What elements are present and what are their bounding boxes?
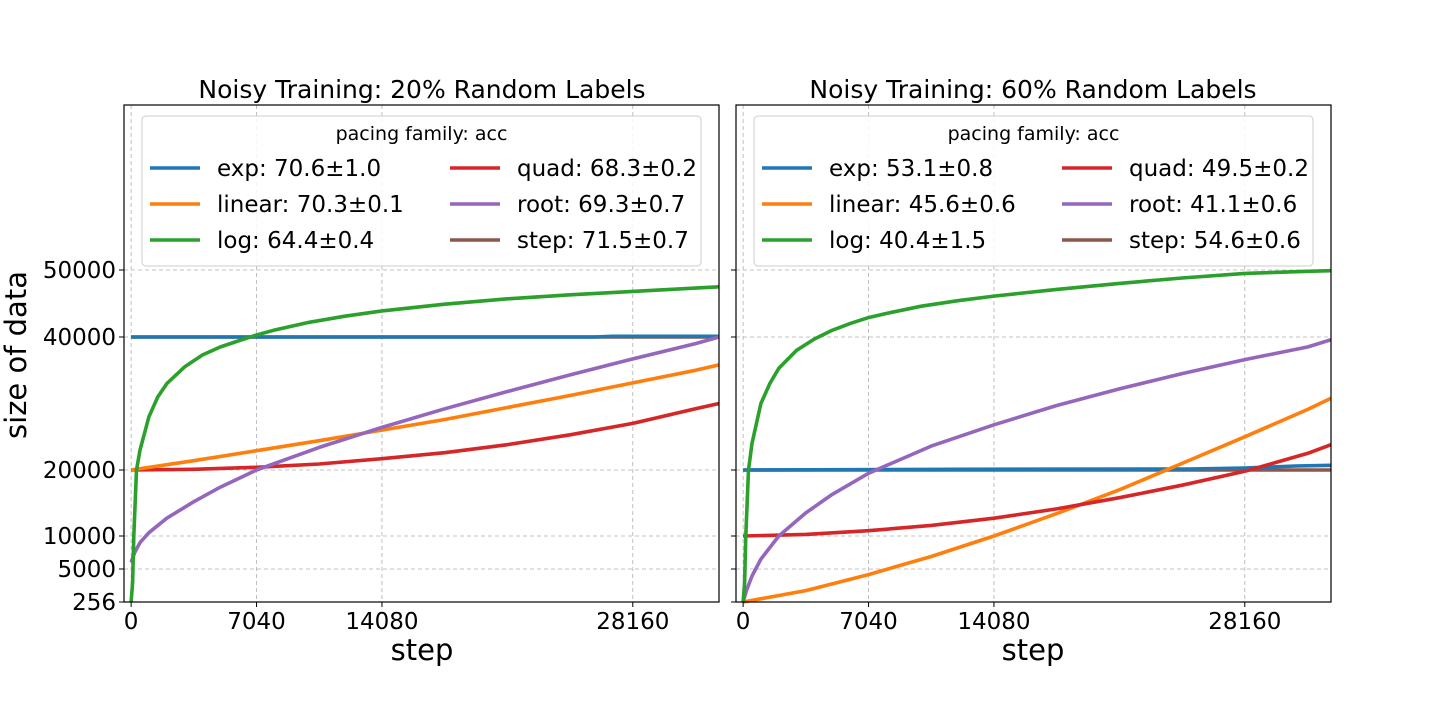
y-tick-label: 256 bbox=[72, 590, 116, 616]
legend-label: quad: 49.5±0.2 bbox=[1129, 156, 1309, 182]
series-line bbox=[743, 443, 1331, 538]
series-line bbox=[130, 363, 719, 472]
plot-area-left: 0 7040 14080 28160 256 5000 10000 20000 40000 500… bbox=[43, 104, 720, 635]
subplot-left: Noisy Training: 20% Random Labels 0 7040 1… bbox=[0, 75, 720, 667]
legend-label: step: 54.6±0.6 bbox=[1129, 228, 1301, 254]
axes-frame-left bbox=[123, 104, 720, 603]
legend-label: log: 64.4±0.4 bbox=[217, 228, 374, 254]
series-line bbox=[742, 396, 1331, 604]
series-group-left bbox=[129, 285, 719, 603]
x-tick-label: 14080 bbox=[957, 609, 1030, 635]
series-line bbox=[743, 463, 1331, 472]
x-tick-label: 7040 bbox=[227, 609, 286, 635]
legend-box bbox=[753, 115, 1314, 267]
legend-label: exp: 70.6±1.0 bbox=[217, 156, 381, 182]
x-tick-label: 7040 bbox=[839, 609, 898, 635]
legend-title: pacing family: acc bbox=[336, 123, 508, 145]
x-tick-label: 28160 bbox=[596, 609, 669, 635]
subplot-right: Noisy Training: 60% Random Labels 0 7040 1… bbox=[731, 75, 1332, 667]
subplot-left-title: Noisy Training: 20% Random Labels bbox=[198, 75, 645, 104]
legend-right: pacing family: acc exp: 53.1±0.8 linear: 4… bbox=[753, 115, 1314, 267]
series-line bbox=[129, 285, 719, 603]
x-tick-label: 28160 bbox=[1208, 609, 1281, 635]
series-line bbox=[131, 401, 719, 472]
legend-label: exp: 53.1±0.8 bbox=[829, 156, 993, 182]
series-line bbox=[741, 337, 1331, 603]
subplot-right-title: Noisy Training: 60% Random Labels bbox=[809, 75, 1256, 104]
series-line bbox=[741, 268, 1331, 603]
series-group-right bbox=[741, 268, 1331, 604]
legend-box bbox=[141, 115, 702, 267]
subplot-right-xlabel: step bbox=[1002, 633, 1065, 667]
y-tick-label: 10000 bbox=[43, 524, 116, 550]
legend-label: linear: 70.3±0.1 bbox=[217, 192, 404, 218]
y-tick-label: 5000 bbox=[57, 557, 116, 583]
x-tick-label: 0 bbox=[736, 609, 751, 635]
y-tick-label: 40000 bbox=[43, 325, 116, 351]
axes-frame-right bbox=[735, 104, 1332, 603]
x-tick-label: 14080 bbox=[345, 609, 418, 635]
legend-label: root: 69.3±0.7 bbox=[517, 192, 685, 218]
series-line bbox=[131, 334, 719, 339]
x-tick-label: 0 bbox=[124, 609, 139, 635]
legend-label: root: 41.1±0.6 bbox=[1129, 192, 1297, 218]
subplot-left-ylabel: size of data bbox=[0, 271, 33, 439]
y-tick-label: 50000 bbox=[43, 258, 116, 284]
legend-title: pacing family: acc bbox=[948, 123, 1120, 145]
series-line bbox=[129, 335, 719, 564]
legend-left: pacing family: acc exp: 70.6±1.0 linear: 7… bbox=[141, 115, 702, 267]
legend-label: linear: 45.6±0.6 bbox=[829, 192, 1016, 218]
legend-label: step: 71.5±0.7 bbox=[517, 228, 689, 254]
legend-label: quad: 68.3±0.2 bbox=[517, 156, 697, 182]
plot-area-right: 0 7040 14080 28160 pacing family: acc exp: 53… bbox=[731, 104, 1332, 635]
y-tick-label: 20000 bbox=[43, 458, 116, 484]
subplot-left-xlabel: step bbox=[391, 633, 454, 667]
legend-label: log: 40.4±1.5 bbox=[829, 228, 986, 254]
